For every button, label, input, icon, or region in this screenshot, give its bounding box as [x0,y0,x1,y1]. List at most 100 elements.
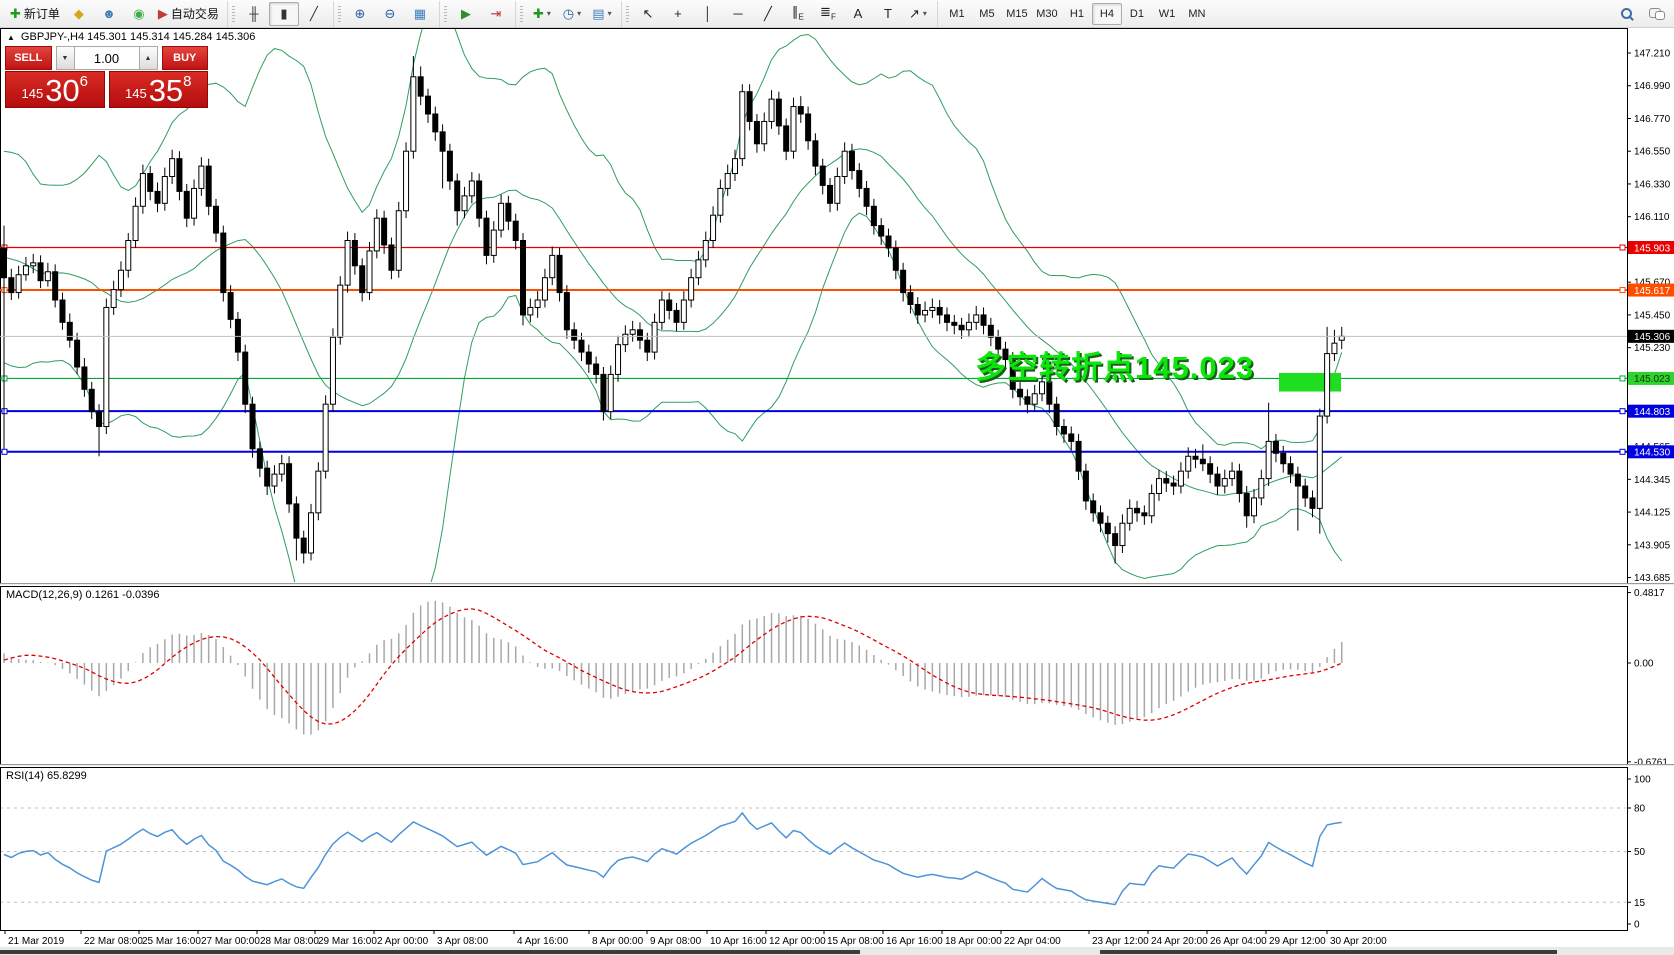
autotrading-button[interactable]: ▶ 自动交易 [154,2,223,26]
volume-input[interactable] [74,46,139,70]
price-axis: 147.210 146.990 146.770 146.550 146.330 146.1… [1627,49,1671,931]
profile-button[interactable]: ☻ [94,2,124,26]
tile-windows-button[interactable]: ▦ [405,2,435,26]
horizontal-lines[interactable] [0,244,1627,455]
main-pane [0,28,1628,584]
autotrading-icon: ▶ [157,6,168,21]
toolbar-grip [519,5,523,22]
chart-shift-button[interactable]: ⇥ [481,2,511,26]
bar-chart-button[interactable]: ╫ [239,2,269,26]
svg-text:144.803: 144.803 [1634,407,1671,418]
svg-text:145.023: 145.023 [1634,374,1671,385]
timeframe-W1[interactable]: W1 [1158,7,1176,20]
buy-button[interactable]: BUY [161,46,208,70]
price-tag-144.530[interactable]: 144.530 [1628,445,1674,459]
new-order-icon: ✚ [10,6,21,21]
price-tag-145.617[interactable]: 145.617 [1628,283,1674,297]
toolbar-grip [231,5,235,22]
svg-text:15: 15 [1634,898,1646,909]
indicators-button[interactable]: ✚ ▾ [527,2,557,26]
vertical-line-button[interactable]: │ [693,2,723,26]
hline-anchor[interactable] [1619,408,1626,415]
svg-text:144.345: 144.345 [1634,475,1671,486]
sell-price-button[interactable]: 145 30 6 [5,71,105,108]
crosshair-button[interactable]: + [663,2,693,26]
svg-text:-0.6761: -0.6761 [1634,757,1668,768]
timeframe-M1[interactable]: M1 [949,7,965,20]
price-tag-145.903[interactable]: 145.903 [1628,240,1674,254]
bollinger-lower [3,212,1343,582]
chart-styles-button[interactable]: ◆ [64,2,94,26]
crosshair-icon: + [674,6,682,21]
svg-text:12 Apr 00:00: 12 Apr 00:00 [769,936,826,947]
timeframe-MN[interactable]: MN [1188,7,1206,20]
periods-button[interactable]: ◷ ▾ [557,2,587,26]
svg-text:22 Mar 08:00: 22 Mar 08:00 [84,936,143,947]
chart-styles-icon: ◆ [73,6,84,21]
svg-text:29 Mar 16:00: 29 Mar 16:00 [318,936,377,947]
trendline-button[interactable]: ╱ [753,2,783,26]
horizontal-line-button[interactable]: ─ [723,2,753,26]
price-tag-145.023[interactable]: 145.023 [1628,371,1674,385]
timeframe-H1[interactable]: H1 [1069,7,1084,20]
channel-button[interactable]: ∥E [783,2,813,26]
hline-anchor[interactable] [1619,287,1626,294]
svg-text:28 Mar 08:00: 28 Mar 08:00 [260,936,319,947]
timeframe-D1[interactable]: D1 [1129,7,1144,20]
svg-text:143.685: 143.685 [1634,573,1671,584]
volume-decrease-button[interactable]: ▼ [55,46,75,70]
search-button[interactable] [1612,2,1642,26]
timeframe-H4[interactable]: H4 [1091,2,1122,25]
buy-price-button[interactable]: 145 35 8 [108,71,208,108]
candlestick-chart-button[interactable]: ▮ [268,1,299,26]
timeframe-M30[interactable]: M30 [1036,7,1058,20]
one-click-collapse-icon[interactable]: ▲ [7,32,15,42]
pane-splitter[interactable] [0,764,1674,767]
timeframe-M5[interactable]: M5 [979,7,995,20]
hline-anchor[interactable] [1619,375,1626,382]
line-chart-button[interactable]: ╱ [299,2,329,26]
price-tag-144.803[interactable]: 144.803 [1628,404,1674,418]
templates-button[interactable]: ▤ ▾ [587,2,617,26]
zoom-in-button[interactable]: ⊕ [345,2,375,26]
zoom-out-button[interactable]: ⊖ [375,2,405,26]
svg-text:146.550: 146.550 [1634,147,1671,158]
scrollbar-thumb[interactable] [0,950,860,954]
autoscroll-button[interactable]: ▶ [451,2,481,26]
chevron-down-icon[interactable]: ▾ [546,9,551,18]
chevron-down-icon[interactable]: ▾ [922,9,927,18]
macd-signal-line [3,608,1342,725]
symbol-info: ▲ GBPJPY-,H4 145.301 145.314 145.284 145… [7,31,255,43]
toolbar-group: ╫ ▮ ╱ [226,0,333,27]
hline-anchor[interactable] [1619,244,1626,251]
fibonacci-button[interactable]: ≣F [813,2,843,26]
hline-anchor[interactable] [1,448,8,455]
sell-price-big: 30 [45,73,80,108]
new-order-button[interactable]: ✚ 新订单 [6,2,64,26]
volume-increase-button[interactable]: ▲ [138,46,158,70]
candles-layer [1,55,1345,564]
svg-text:0.00: 0.00 [1634,659,1654,670]
chevron-down-icon[interactable]: ▾ [607,9,612,18]
text-label-button[interactable]: T [873,2,903,26]
cursor-button[interactable]: ↖ [633,2,663,26]
current-price-tag[interactable]: 145.306 [1628,329,1674,343]
scrollbar-thumb[interactable] [1100,950,1557,954]
macd-pane [0,586,1628,765]
arrows-button[interactable]: ↗ ▾ [903,2,933,26]
symbol-ohlc-label: GBPJPY-,H4 145.301 145.314 145.284 145.3… [20,31,256,43]
text-button[interactable]: A [843,2,873,26]
sell-button[interactable]: SELL [5,46,52,70]
timeframe-M15[interactable]: M15 [1006,7,1028,20]
alerts-button[interactable]: ◉ [124,2,154,26]
chat-button[interactable] [1642,2,1672,26]
pane-splitter[interactable] [0,583,1674,586]
chevron-down-icon[interactable]: ▾ [577,9,582,18]
vertical-line-icon: │ [703,6,712,21]
highlight-rectangle[interactable] [1279,372,1341,392]
hline-anchor[interactable] [1619,448,1626,455]
toolbar-group: ✚ ▾ ◷ ▾ ▤ ▾ [514,0,621,27]
indicators-icon: ✚ [532,6,544,21]
